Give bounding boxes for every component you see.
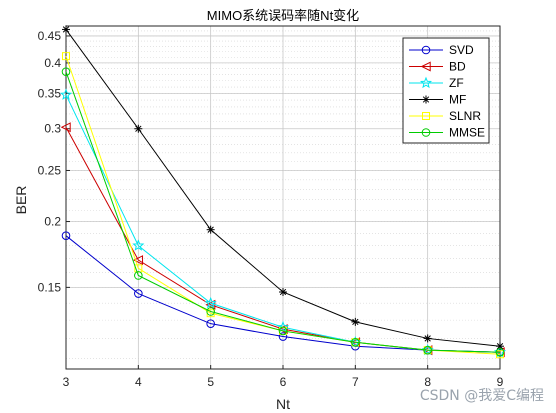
data-point-mmse — [351, 337, 360, 347]
data-point-svd — [278, 332, 288, 341]
x-tick-label: 9 — [497, 375, 504, 389]
data-point-bd — [60, 122, 71, 133]
y-tick-label: 0.15 — [38, 280, 62, 294]
data-point-mf — [62, 25, 70, 34]
data-point-mf — [134, 124, 143, 133]
legend-label-slnr: SLNR — [449, 109, 481, 123]
y-tick-label: 0.25 — [38, 163, 62, 177]
data-point-mmse — [495, 347, 505, 357]
legend-marker-mmse — [421, 128, 431, 137]
data-point-svd — [134, 289, 143, 298]
legend-entry-svd: SVD — [409, 43, 474, 57]
legend-label-bd: BD — [449, 60, 466, 74]
data-point-zf — [276, 320, 290, 333]
data-point-mmse — [134, 271, 143, 280]
x-tick-label: 4 — [135, 375, 142, 389]
y-tick-label: 0.45 — [38, 29, 62, 43]
data-point-mf — [206, 225, 215, 234]
series-mmse — [61, 67, 505, 357]
axis-ticks: 0.15 0.2 0.25 0.3 0.35 0.4 0.45 3 4 5 6 7 8 9 — [38, 29, 504, 389]
y-tick-label: 0.35 — [38, 86, 62, 100]
legend-marker-mf — [422, 95, 430, 104]
legend-box — [402, 37, 490, 144]
x-axis-label: Nt — [276, 396, 290, 412]
data-point-mmse — [61, 67, 71, 76]
data-point-mmse — [206, 307, 215, 316]
chart-title: MIMO系统误码率随Nt变化 — [207, 8, 359, 23]
y-tick-label: 0.2 — [44, 215, 61, 229]
data-point-mf — [279, 287, 287, 296]
x-tick-label: 3 — [63, 375, 70, 389]
legend-entry-bd: BD — [409, 60, 466, 74]
legend-label-zf: ZF — [449, 76, 464, 90]
data-point-svd — [206, 319, 215, 328]
watermark-text: CSDN @我爱C编程 — [419, 388, 544, 404]
legend-label-mmse: MMSE — [449, 126, 485, 140]
legend-entry-mf: MF — [409, 93, 466, 107]
legend-label-mf: MF — [449, 93, 466, 107]
data-point-slnr — [62, 52, 70, 61]
legend-marker-slnr — [422, 112, 430, 120]
data-point-mmse — [278, 326, 288, 336]
y-tick-label: 0.3 — [44, 122, 61, 136]
x-tick-label: 6 — [280, 375, 287, 389]
x-tick-label: 8 — [424, 375, 431, 389]
y-axis-label: BER — [13, 186, 29, 215]
legend-entry-zf: ZF — [409, 76, 464, 90]
y-tick-label: 0.4 — [44, 56, 61, 70]
series-line-mmse — [65, 71, 501, 353]
data-point-bd — [133, 255, 144, 266]
data-point-mf — [351, 317, 360, 326]
legend-marker-zf — [419, 76, 433, 89]
legend-entry-mmse: MMSE — [409, 126, 485, 140]
data-point-zf — [204, 296, 217, 309]
legend-label-svd: SVD — [449, 43, 474, 57]
series-layer — [59, 25, 507, 359]
data-point-mmse — [423, 345, 432, 355]
data-point-mf — [423, 334, 432, 343]
data-point-zf — [59, 88, 73, 100]
legend-entry-slnr: SLNR — [409, 109, 481, 123]
legend: SVD BD ZF MF SLNR MMSE — [402, 37, 490, 144]
data-point-zf — [132, 239, 145, 251]
legend-marker-bd — [420, 61, 431, 72]
x-tick-label: 7 — [352, 375, 359, 389]
legend-marker-svd — [421, 45, 431, 55]
data-point-svd — [61, 231, 71, 240]
x-tick-label: 5 — [207, 375, 214, 389]
